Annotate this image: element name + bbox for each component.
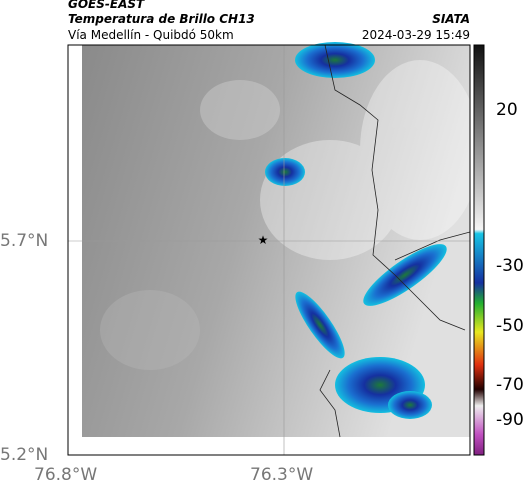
colorbar xyxy=(473,44,485,456)
colorbar-tick-label: 20 xyxy=(496,100,518,120)
subtitle: Temperatura de Brillo CH13 xyxy=(68,12,255,26)
lat-label: 5.2°N xyxy=(0,445,49,465)
cold-clouds xyxy=(265,42,447,419)
map-frame xyxy=(67,44,471,456)
lat-label: 5.7°N xyxy=(0,231,49,251)
colorbar-tick-label: -50 xyxy=(496,316,524,336)
title: GOES-EAST xyxy=(68,0,145,11)
lon-label: 76.3°W xyxy=(250,465,314,485)
lon-label: 76.8°W xyxy=(34,465,98,485)
colorbar-tick-label: -30 xyxy=(496,256,524,276)
city-marker: ★ xyxy=(258,233,269,247)
colorbar-tick-label: -70 xyxy=(496,375,524,395)
route: Vía Medellín - Quibdó 50km xyxy=(68,28,234,42)
source: SIATA xyxy=(432,12,470,26)
datetime: 2024-03-29 15:49 xyxy=(361,28,470,42)
colorbar-tick-label: -90 xyxy=(496,410,524,430)
boundaries xyxy=(319,44,471,438)
